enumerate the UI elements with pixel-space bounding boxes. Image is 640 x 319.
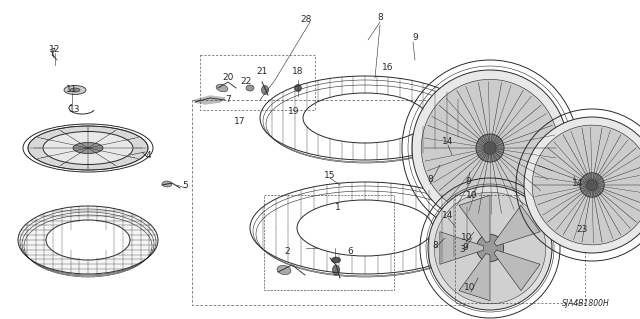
Text: 11: 11 xyxy=(67,85,77,94)
Bar xyxy=(200,55,315,110)
Ellipse shape xyxy=(70,88,80,92)
Polygon shape xyxy=(459,254,490,301)
Ellipse shape xyxy=(476,134,504,162)
Text: 3: 3 xyxy=(459,246,465,255)
Ellipse shape xyxy=(586,180,598,190)
Ellipse shape xyxy=(294,85,301,92)
Text: 14: 14 xyxy=(442,211,454,219)
Text: 19: 19 xyxy=(288,108,300,116)
Polygon shape xyxy=(195,96,225,104)
Text: SJA4B1800H: SJA4B1800H xyxy=(563,299,610,308)
Ellipse shape xyxy=(412,70,568,226)
Polygon shape xyxy=(440,232,483,264)
Ellipse shape xyxy=(246,85,254,91)
Ellipse shape xyxy=(532,125,640,245)
Text: 8: 8 xyxy=(427,175,433,184)
Ellipse shape xyxy=(580,173,604,197)
Text: 10: 10 xyxy=(461,234,473,242)
Text: 22: 22 xyxy=(241,78,252,86)
Ellipse shape xyxy=(43,131,133,165)
Text: 23: 23 xyxy=(576,226,588,234)
Text: 17: 17 xyxy=(234,117,246,127)
Bar xyxy=(192,100,497,305)
Text: 10: 10 xyxy=(467,190,477,199)
Text: 7: 7 xyxy=(225,95,231,105)
Text: 14: 14 xyxy=(442,137,454,146)
Ellipse shape xyxy=(476,234,504,262)
Ellipse shape xyxy=(64,85,86,94)
Ellipse shape xyxy=(277,265,291,275)
Ellipse shape xyxy=(262,85,269,94)
Ellipse shape xyxy=(216,84,228,92)
Text: 28: 28 xyxy=(300,16,312,25)
Text: 9: 9 xyxy=(462,243,468,253)
Text: 21: 21 xyxy=(256,68,268,77)
Ellipse shape xyxy=(46,220,130,260)
Text: 4: 4 xyxy=(145,151,151,160)
Text: 5: 5 xyxy=(182,181,188,189)
Bar xyxy=(455,195,585,303)
Text: 9: 9 xyxy=(412,33,418,42)
Text: 13: 13 xyxy=(69,106,81,115)
Ellipse shape xyxy=(332,257,340,263)
Ellipse shape xyxy=(434,192,546,304)
Polygon shape xyxy=(459,195,490,242)
Text: 9: 9 xyxy=(465,177,471,187)
Text: 18: 18 xyxy=(292,68,304,77)
Ellipse shape xyxy=(28,126,148,170)
Ellipse shape xyxy=(333,265,339,275)
Text: 15: 15 xyxy=(324,170,336,180)
Ellipse shape xyxy=(428,186,552,310)
Text: 8: 8 xyxy=(377,13,383,23)
Text: 10: 10 xyxy=(464,284,476,293)
Polygon shape xyxy=(494,205,540,246)
Text: 1: 1 xyxy=(335,204,341,212)
Bar xyxy=(264,195,394,290)
Text: 14: 14 xyxy=(572,179,584,188)
Polygon shape xyxy=(494,250,540,291)
Text: 8: 8 xyxy=(432,241,438,249)
Ellipse shape xyxy=(73,143,103,153)
Text: 12: 12 xyxy=(49,46,61,55)
Ellipse shape xyxy=(524,117,640,253)
Ellipse shape xyxy=(162,181,172,187)
Text: 6: 6 xyxy=(347,248,353,256)
Text: 2: 2 xyxy=(284,248,290,256)
Ellipse shape xyxy=(421,79,559,217)
Ellipse shape xyxy=(484,142,496,154)
Ellipse shape xyxy=(18,206,158,274)
Text: 20: 20 xyxy=(222,73,234,83)
Text: 16: 16 xyxy=(382,63,394,72)
